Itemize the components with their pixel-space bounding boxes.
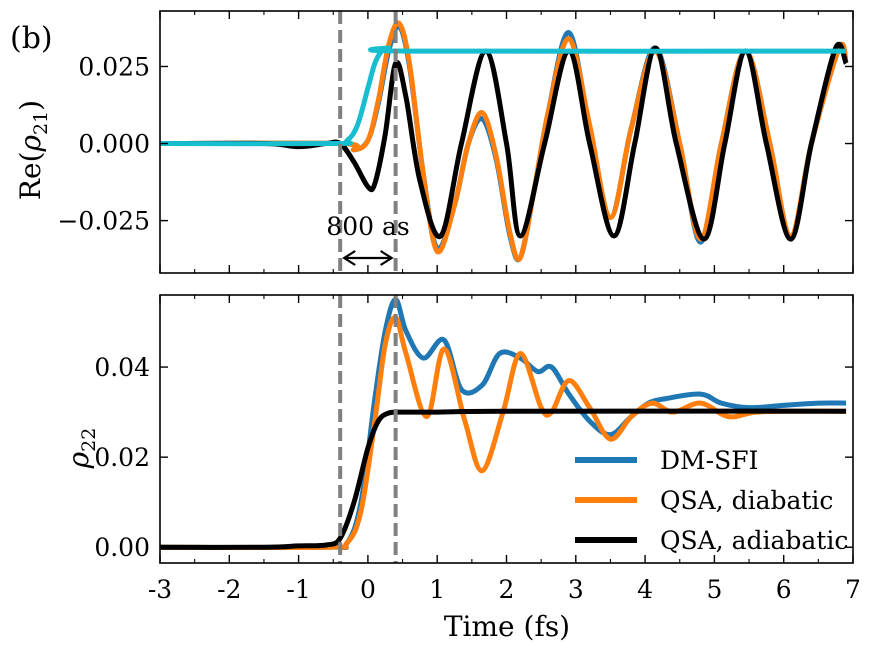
top-vertical-markers — [338, 11, 398, 273]
legend-entry: QSA, adiabatic — [575, 526, 848, 555]
x-tick-label: -3 — [148, 575, 172, 604]
top-y-tick-label: −0.025 — [57, 207, 150, 236]
legend: DM-SFI QSA, diabatic QSA, adiabatic — [575, 446, 848, 555]
top-ticks: −0.025 0.000 0.025 — [57, 11, 854, 273]
x-tick-label: 4 — [637, 575, 653, 604]
top-panel: −0.025 0.000 0.025 (b) Re(ρ21) 800 as — [10, 10, 854, 274]
top-y-tick-label: 0.000 — [78, 130, 150, 159]
legend-label: DM-SFI — [660, 446, 758, 475]
bottom-y-axis-label: ρ22 — [62, 428, 100, 470]
interval-double-arrow — [342, 250, 394, 266]
top-series-adiabatic-population-cyan — [160, 45, 847, 147]
bottom-axes-frame — [159, 294, 854, 564]
x-tick-label: 3 — [568, 575, 584, 604]
bot-y-tick-label: 0.02 — [94, 443, 150, 472]
legend-label: QSA, diabatic — [660, 486, 833, 515]
interval-annotation: 800 as — [326, 212, 409, 241]
bottom-series-lines — [160, 297, 847, 551]
bot-series-qsa-adiabatic — [160, 408, 847, 550]
x-tick-label: 5 — [706, 575, 722, 604]
bottom-panel: -3 -2 -1 0 1 2 3 4 5 6 7 0.00 0.02 0.04 ρ22 Time (fs)… — [62, 294, 861, 643]
x-tick-label: 1 — [429, 575, 445, 604]
bot-series-dm-sfi — [160, 297, 847, 551]
bot-y-tick-label: 0.04 — [94, 353, 150, 382]
svg-text:Re(ρ21): Re(ρ21) — [14, 100, 52, 200]
panel-label: (b) — [10, 21, 53, 56]
x-tick-label: 6 — [776, 575, 792, 604]
x-tick-label: 0 — [360, 575, 376, 604]
legend-entry: DM-SFI — [575, 446, 758, 475]
x-axis-label: Time (fs) — [444, 610, 570, 643]
top-y-axis-label: Re(ρ21) — [14, 100, 52, 200]
x-tick-label: -1 — [286, 575, 310, 604]
legend-label: QSA, adiabatic — [660, 526, 848, 555]
bottom-ticks: -3 -2 -1 0 1 2 3 4 5 6 7 0.00 0.02 0.04 — [94, 295, 861, 604]
legend-entry: QSA, diabatic — [575, 486, 833, 515]
x-tick-label: 7 — [845, 575, 861, 604]
bottom-vertical-markers — [338, 295, 398, 563]
svg-text:ρ22: ρ22 — [62, 428, 100, 470]
x-tick-label: 2 — [499, 575, 515, 604]
x-tick-label: -2 — [217, 575, 241, 604]
top-y-tick-label: 0.025 — [78, 52, 150, 81]
top-series-lines — [160, 20, 849, 263]
bot-y-tick-label: 0.00 — [94, 533, 150, 562]
